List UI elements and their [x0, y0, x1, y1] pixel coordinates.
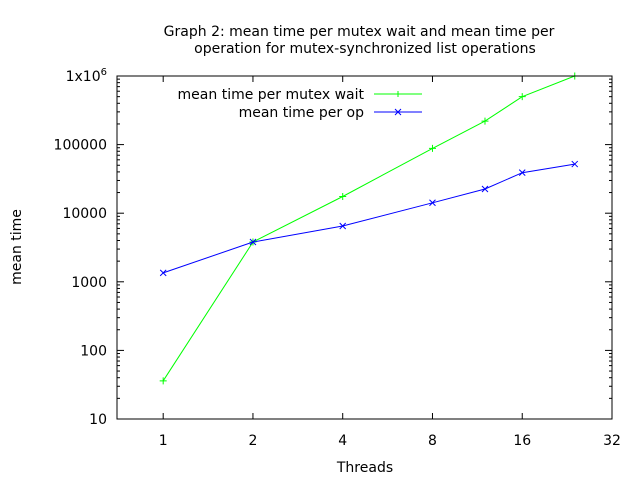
y-tick-label: 100	[80, 343, 107, 359]
series-line-2	[163, 163, 575, 274]
x-tick-label: 4	[338, 433, 347, 449]
x-tick-label: 1	[159, 433, 168, 449]
legend-label-mutex-wait: mean time per mutex wait	[178, 87, 365, 103]
x-axis-label: Threads	[336, 460, 393, 476]
y-axis-ticks: 10 100 1000 10000 100000 1x106	[54, 67, 612, 428]
series-line-1	[162, 75, 575, 382]
data-point-series-2	[481, 185, 489, 193]
data-point-series-2	[159, 269, 167, 277]
y-tick-label: 100000	[54, 138, 107, 154]
x-tick-label: 8	[428, 433, 437, 449]
data-point-series-1	[481, 117, 489, 125]
x-tick-label: 32	[603, 433, 621, 449]
data-point-series-2	[249, 238, 257, 246]
x-tick-label: 2	[248, 433, 257, 449]
data-point-series-2	[518, 169, 526, 177]
data-point-series-2	[339, 222, 347, 230]
chart-title-line-2: operation for mutex-synchronized list op…	[194, 41, 536, 57]
data-point-series-1	[428, 144, 436, 152]
data-point-series-1	[518, 93, 526, 101]
y-tick-label: 10000	[62, 206, 107, 222]
y-tick-label: 1x106	[66, 67, 107, 85]
y-axis-label: mean time	[9, 209, 25, 285]
series-group	[159, 72, 579, 385]
legend-marker-mutex-wait	[395, 91, 401, 97]
legend: mean time per mutex wait mean time per o…	[178, 87, 422, 121]
data-point-series-1	[159, 377, 167, 385]
plot-area-border	[116, 75, 613, 420]
data-point-series-1	[339, 193, 347, 201]
x-tick-label: 16	[513, 433, 531, 449]
data-point-series-2	[429, 199, 436, 207]
legend-marker-op	[394, 108, 402, 116]
y-tick-label: 1000	[71, 275, 107, 291]
data-point-series-2	[571, 160, 579, 168]
chart-title-line-1: Graph 2: mean time per mutex wait and me…	[164, 24, 555, 40]
x-axis-ticks: 1 2 4 8 16 32	[159, 76, 621, 449]
legend-label-op: mean time per op	[239, 105, 365, 121]
y-tick-label: 10	[89, 412, 107, 428]
